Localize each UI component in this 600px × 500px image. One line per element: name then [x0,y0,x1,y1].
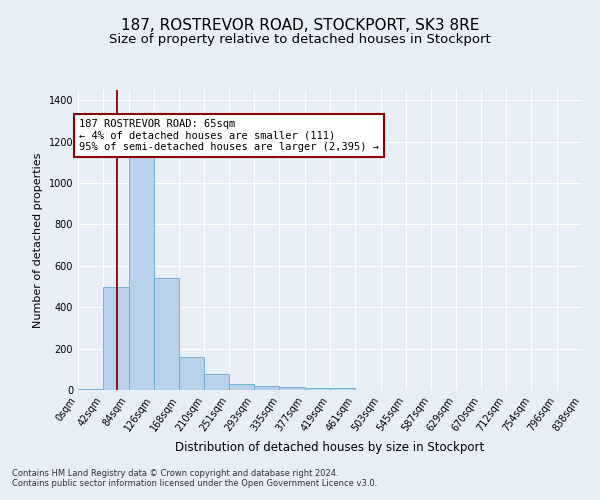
Bar [229,384,254,390]
Bar [179,357,205,390]
Bar [154,278,179,390]
Bar [103,286,128,390]
Text: Contains HM Land Registry data © Crown copyright and database right 2024.: Contains HM Land Registry data © Crown c… [12,468,338,477]
Bar [205,374,229,390]
Bar [280,387,305,390]
Bar [305,388,330,390]
Bar [330,388,355,390]
Text: 187, ROSTREVOR ROAD, STOCKPORT, SK3 8RE: 187, ROSTREVOR ROAD, STOCKPORT, SK3 8RE [121,18,479,32]
Y-axis label: Number of detached properties: Number of detached properties [33,152,43,328]
Text: Contains public sector information licensed under the Open Government Licence v3: Contains public sector information licen… [12,478,377,488]
Bar [78,389,103,390]
Bar [254,386,280,390]
Text: 187 ROSTREVOR ROAD: 65sqm
← 4% of detached houses are smaller (111)
95% of semi-: 187 ROSTREVOR ROAD: 65sqm ← 4% of detach… [79,119,379,152]
Text: Size of property relative to detached houses in Stockport: Size of property relative to detached ho… [109,32,491,46]
X-axis label: Distribution of detached houses by size in Stockport: Distribution of detached houses by size … [175,441,485,454]
Bar [128,148,154,390]
